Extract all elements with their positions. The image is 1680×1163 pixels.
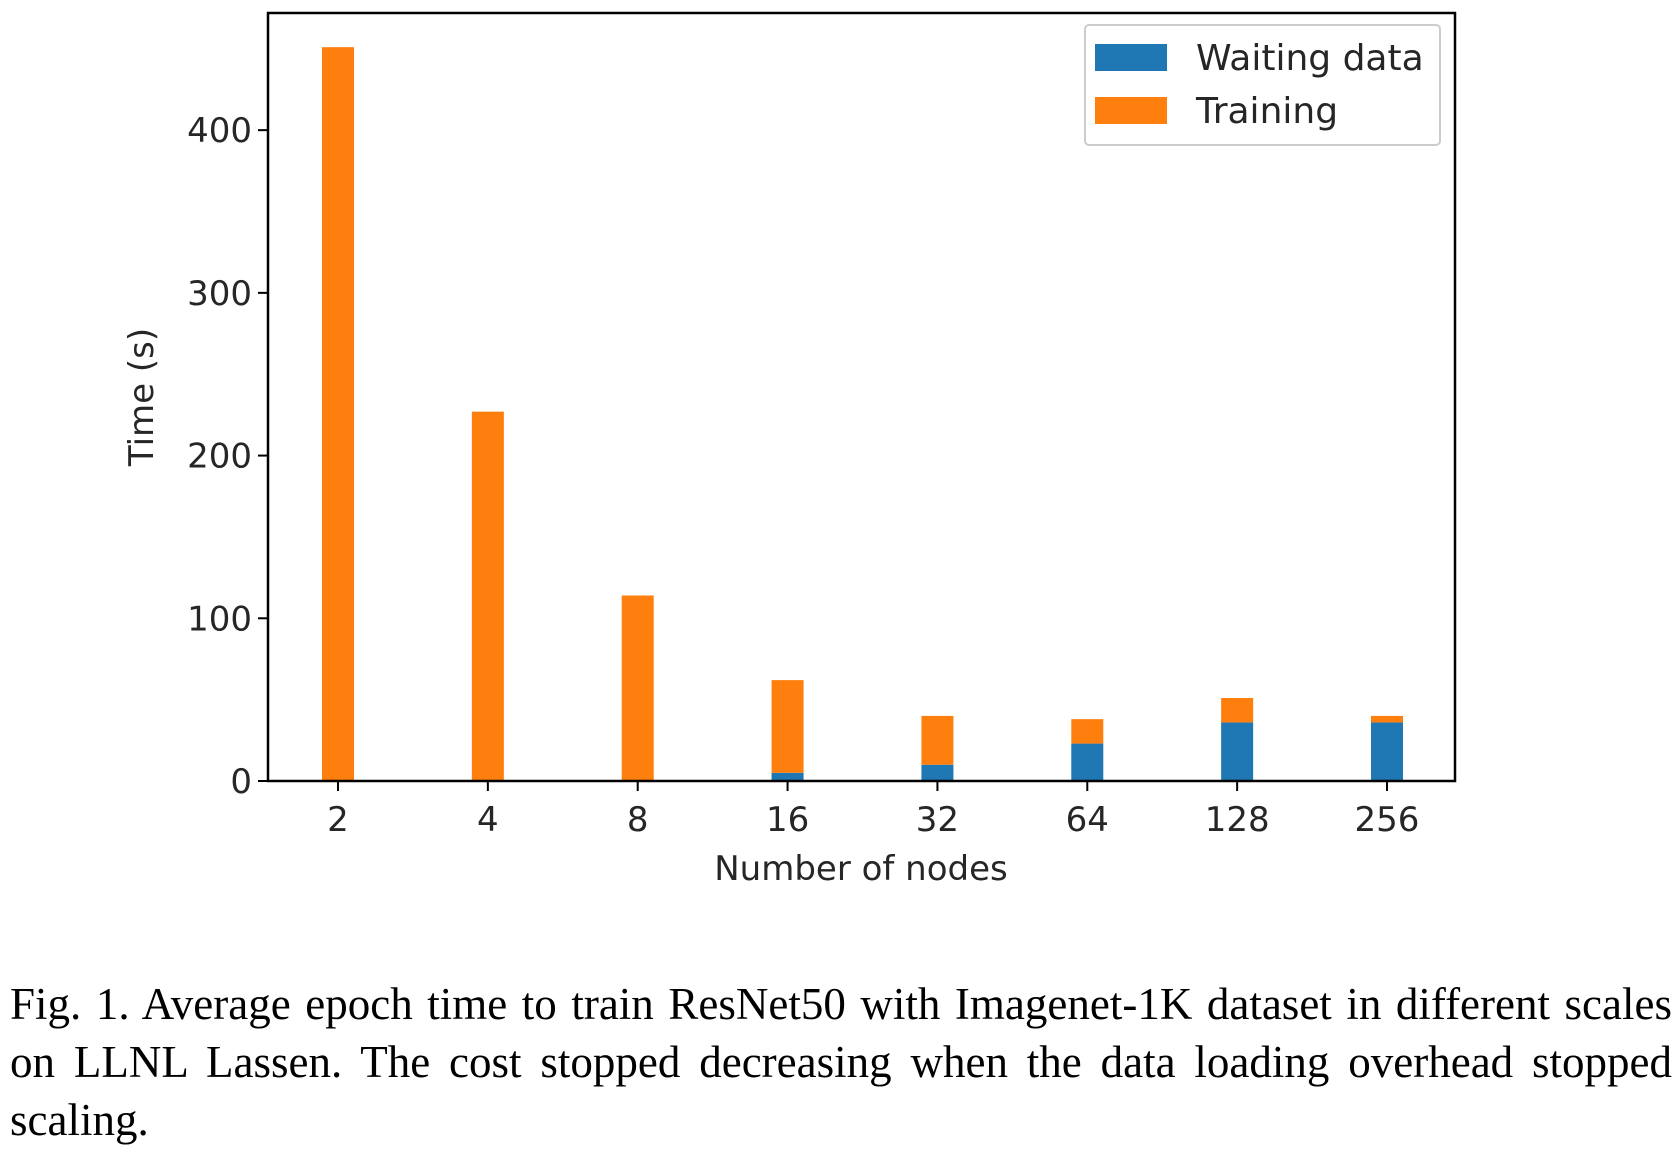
bar-waiting-data-256 <box>1371 722 1403 781</box>
bar-training-8 <box>621 595 654 781</box>
x-tick-label-256: 256 <box>1355 800 1420 840</box>
legend: Waiting data Training <box>1084 24 1441 146</box>
x-axis-ticks: 2 4 8 16 32 64 128 256 <box>327 781 1419 840</box>
bar-waiting-data-16 <box>771 772 804 781</box>
figure-caption: Fig. 1. Average epoch time to train ResN… <box>10 979 1672 1145</box>
x-tick-label-32: 32 <box>916 800 959 840</box>
x-axis-label: Number of nodes <box>714 849 1008 889</box>
x-tick-label-2: 2 <box>327 800 349 840</box>
bar-training-64 <box>1071 719 1104 744</box>
bar-waiting-data-32 <box>921 764 954 781</box>
bar-waiting-data-128 <box>1221 722 1254 781</box>
x-tick-label-128: 128 <box>1205 800 1270 840</box>
bars-group <box>322 47 1403 781</box>
x-tick-label-4: 4 <box>477 800 499 840</box>
y-tick-label-100: 100 <box>187 599 252 639</box>
y-tick-label-0: 0 <box>230 762 252 802</box>
legend-frame <box>1084 24 1441 146</box>
legend-swatch-training <box>1095 97 1167 124</box>
plot-frame <box>266 11 1457 783</box>
y-tick-label-200: 200 <box>187 437 252 477</box>
legend-label-waiting-data: Waiting data <box>1196 38 1424 79</box>
x-tick-label-64: 64 <box>1066 800 1109 840</box>
y-axis-ticks: 0 100 200 300 400 <box>187 111 268 802</box>
bar-training-16 <box>771 680 804 773</box>
legend-swatch-waiting-data <box>1095 44 1167 71</box>
bar-training-256 <box>1371 715 1403 723</box>
x-tick-label-8: 8 <box>627 800 649 840</box>
bar-training-4 <box>471 411 504 781</box>
x-tick-label-16: 16 <box>766 800 809 840</box>
y-tick-label-400: 400 <box>187 111 252 151</box>
legend-label-training: Training <box>1195 91 1338 132</box>
stacked-bar-chart: 0 100 200 300 400 2 4 8 16 32 64 128 256 Time (s) N… <box>122 11 1457 889</box>
bar-waiting-data-64 <box>1071 743 1104 781</box>
y-axis-label: Time (s) <box>122 328 162 467</box>
y-tick-label-300: 300 <box>187 274 252 314</box>
bar-training-32 <box>921 715 954 765</box>
bar-training-2 <box>322 47 354 781</box>
bar-training-128 <box>1221 698 1254 723</box>
